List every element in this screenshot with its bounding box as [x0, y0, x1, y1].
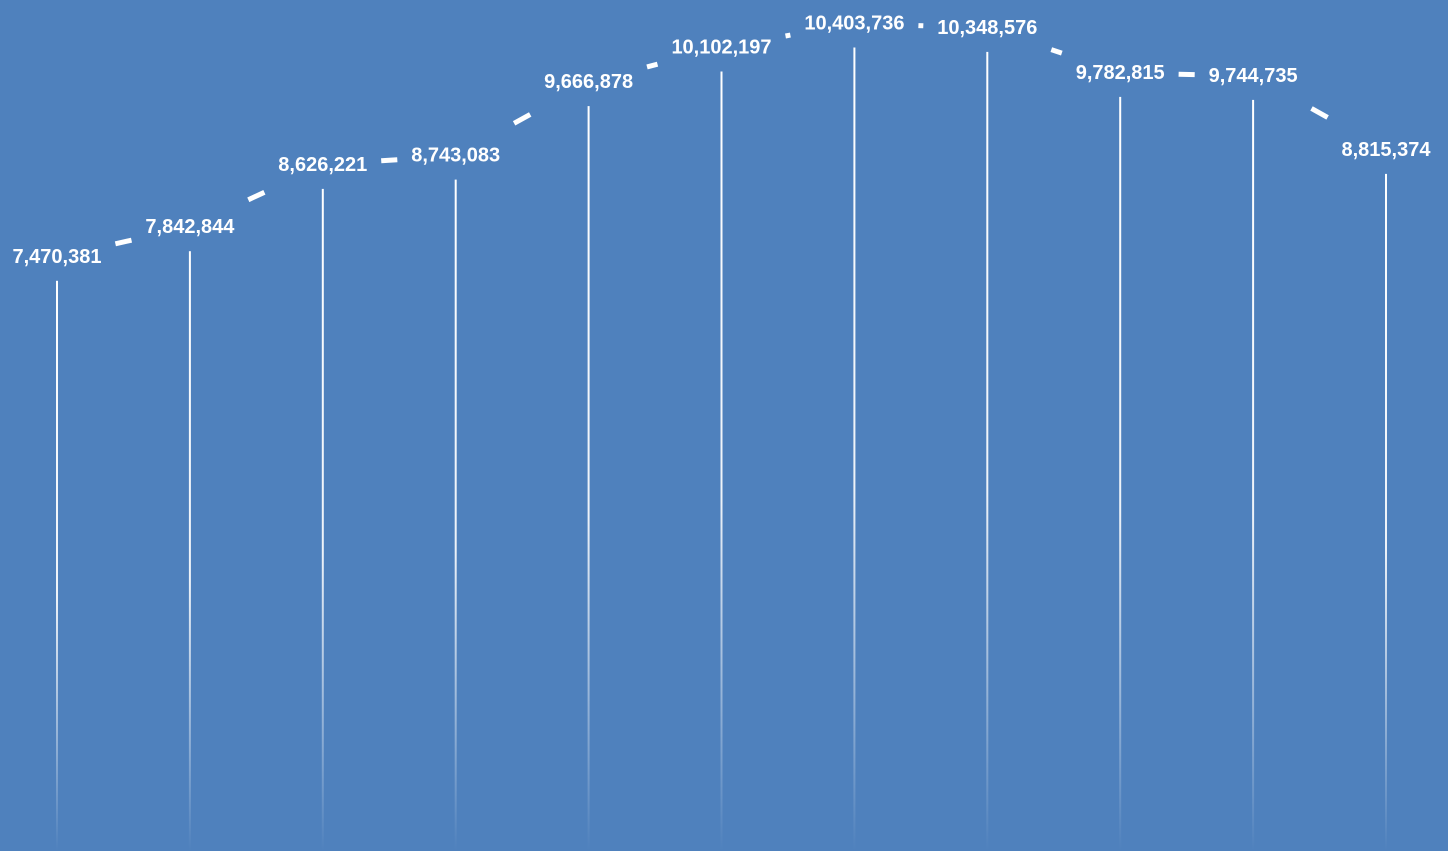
data-label: 8,626,221	[278, 154, 367, 176]
line-segment	[247, 190, 266, 203]
drop-line	[1119, 96, 1122, 851]
data-labels: 7,470,381 7,842,844 8,626,221 8,743,083 9,66…	[13, 13, 1432, 268]
data-label: 10,403,736	[804, 13, 904, 35]
data-label: 7,842,844	[145, 216, 235, 238]
line-segment	[646, 61, 659, 70]
data-label: 9,782,815	[1076, 62, 1165, 84]
drop-line	[188, 251, 191, 851]
drop-line	[986, 51, 989, 851]
drop-line	[56, 280, 58, 851]
drop-line	[1385, 173, 1387, 851]
drop-line	[321, 188, 324, 851]
line-segment	[381, 157, 398, 164]
drop-line	[720, 71, 723, 851]
data-label: 9,666,878	[544, 71, 633, 93]
data-label: 10,348,576	[937, 17, 1037, 39]
line-segment	[785, 32, 791, 39]
data-label: 10,102,197	[671, 37, 771, 59]
series-line	[114, 23, 1329, 247]
drop-line	[853, 47, 856, 851]
data-label: 8,815,374	[1342, 139, 1432, 161]
line-segment	[1050, 47, 1063, 56]
data-label: 7,470,381	[13, 246, 102, 268]
data-label: 8,743,083	[411, 145, 500, 167]
line-segment	[512, 112, 532, 126]
drop-line	[1252, 99, 1255, 851]
data-label: 9,744,735	[1209, 65, 1298, 87]
drop-lines	[56, 47, 1387, 851]
line-segment	[1310, 106, 1329, 120]
line-segment	[114, 237, 133, 247]
drop-line	[587, 106, 590, 851]
drop-line	[454, 179, 457, 851]
